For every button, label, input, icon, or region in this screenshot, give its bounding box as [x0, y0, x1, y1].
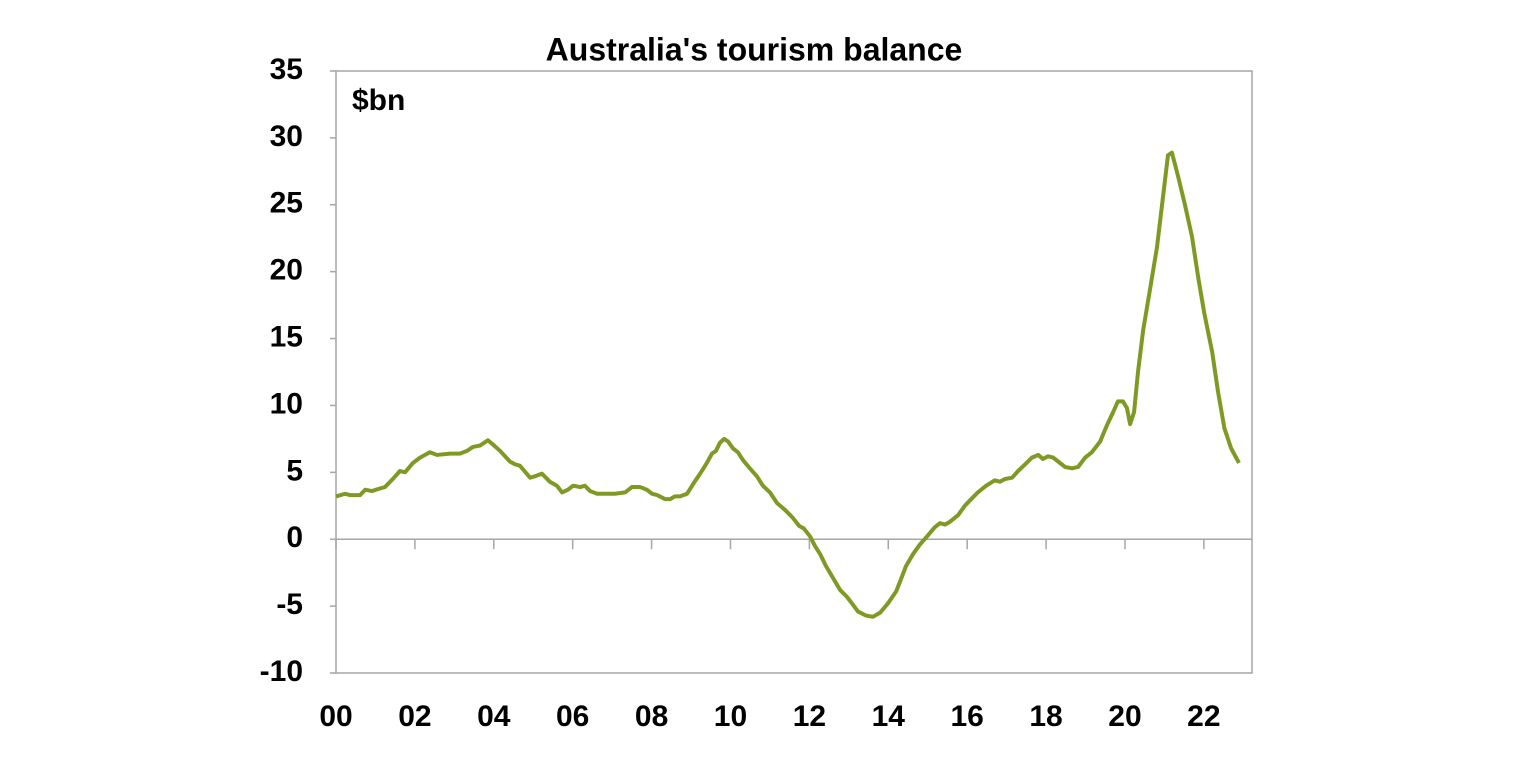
x-tick-label: 06 [556, 700, 589, 733]
y-tick-label: 0 [286, 521, 303, 554]
x-tick-label: 04 [477, 700, 511, 733]
x-tick-label: 22 [1187, 700, 1220, 733]
y-tick-label: 15 [270, 320, 303, 353]
plot-frame [335, 70, 1253, 674]
y-tick-label: 10 [270, 387, 303, 420]
x-tick-label: 00 [319, 700, 352, 733]
x-tick-label: 20 [1108, 700, 1141, 733]
x-tick-label: 18 [1029, 700, 1062, 733]
x-tick-label: 08 [635, 700, 668, 733]
x-tick-label: 12 [793, 700, 826, 733]
chart-title: Australia's tourism balance [546, 31, 963, 67]
y-tick-label: 5 [286, 454, 303, 487]
x-tick-label: 10 [714, 700, 747, 733]
y-tick-label: -5 [276, 588, 303, 621]
x-tick-label: 02 [398, 700, 431, 733]
y-tick-label: -10 [260, 655, 303, 688]
y-tick-label: 30 [270, 120, 303, 153]
x-tick-label: 14 [872, 700, 906, 733]
unit-annotation: $bn [352, 84, 405, 117]
y-tick-label: 20 [270, 254, 303, 287]
y-tick-label: 25 [270, 187, 303, 220]
x-tick-label: 16 [950, 700, 983, 733]
y-tick-label: 35 [270, 53, 303, 86]
data-line [335, 150, 1241, 619]
